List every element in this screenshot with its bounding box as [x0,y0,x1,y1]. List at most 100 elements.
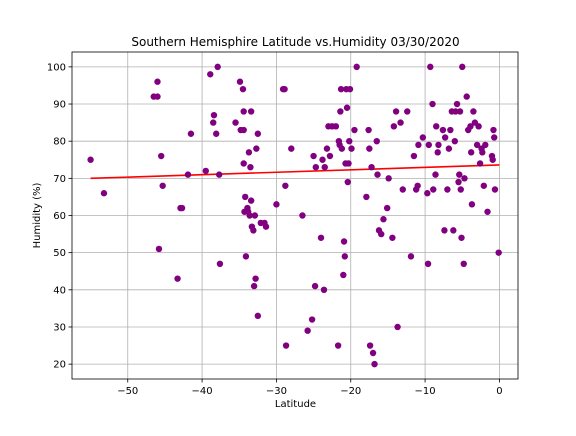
data-point [312,163,320,171]
data-point [242,253,250,260]
data-points [87,63,502,368]
data-point [479,149,486,156]
data-point [373,137,380,145]
data-point [345,160,352,167]
y-tick-label: 20 [53,360,66,371]
data-point [246,212,253,219]
data-point [337,108,344,115]
data-point [273,201,280,208]
data-point [262,223,270,230]
data-point [452,108,459,115]
data-point [178,204,186,212]
regression-line-layer [90,164,500,180]
data-point [425,141,432,149]
data-point [253,145,260,152]
data-point [254,312,262,320]
data-point [207,71,214,78]
x-tick-label: −10 [415,386,436,397]
y-tick-label: 40 [53,285,66,296]
data-point [368,163,375,171]
y-tick-label: 30 [53,322,66,333]
data-point [456,171,463,178]
x-tick-label: −20 [340,386,361,397]
data-point [353,63,360,71]
data-point [445,145,453,152]
data-point [363,193,370,201]
data-point [482,141,489,149]
data-point [476,160,484,167]
data-point [491,186,499,193]
data-point [366,145,373,152]
data-point [407,253,415,260]
data-point [419,134,427,141]
data-point [374,171,381,178]
data-point [337,85,345,93]
data-point [154,93,161,100]
data-point [415,141,422,149]
data-point [456,108,464,115]
data-point [441,227,448,234]
data-point [311,282,319,290]
data-point [491,134,498,141]
data-point [444,186,451,193]
data-point [247,197,255,204]
x-tick-label: 0 [496,386,502,397]
data-point [399,186,406,193]
x-axis-ticks: −50 −40 −30 −20 −10 0 [117,379,503,397]
data-point [369,349,377,357]
data-point [470,108,477,115]
data-point [87,156,94,163]
chart-title: Southern Hemisphire Latitude vs.Humidity… [131,35,459,49]
data-point [254,130,262,137]
data-point [473,141,481,149]
data-point [410,152,418,160]
data-point [346,137,353,145]
y-tick-label: 70 [53,174,66,185]
data-point [174,275,181,282]
data-point [341,253,349,260]
data-point [455,178,462,186]
data-point [236,78,244,85]
data-point [159,182,166,189]
data-point [334,342,342,349]
data-point [319,156,326,163]
data-point [232,119,239,126]
data-point [392,108,400,115]
data-point [214,63,221,71]
y-axis-label: Humidity (%) [32,182,43,248]
data-point [323,145,331,152]
data-point [458,234,465,241]
data-point [348,145,355,152]
regression-line [90,164,500,180]
data-point [155,245,163,253]
y-tick-label: 100 [47,62,66,73]
data-point [467,149,475,156]
y-tick-label: 80 [53,137,66,148]
data-point [240,126,247,134]
x-tick-label: −30 [266,386,287,397]
data-point [435,141,442,149]
data-point [430,186,437,193]
data-point [365,126,372,134]
data-point [239,85,247,93]
data-point [252,275,259,282]
data-point [100,190,108,197]
data-point [433,123,440,130]
data-point [213,130,220,137]
data-point [299,212,306,219]
data-point [385,175,392,182]
data-point [457,186,464,193]
data-point [281,85,288,93]
data-point [460,260,467,268]
data-point [282,342,290,349]
data-point [351,126,358,134]
data-point [389,234,396,241]
data-point [282,182,289,189]
data-point [434,149,441,156]
data-point [310,152,317,160]
data-point [371,360,378,368]
data-point [245,149,253,156]
data-point [340,271,347,279]
